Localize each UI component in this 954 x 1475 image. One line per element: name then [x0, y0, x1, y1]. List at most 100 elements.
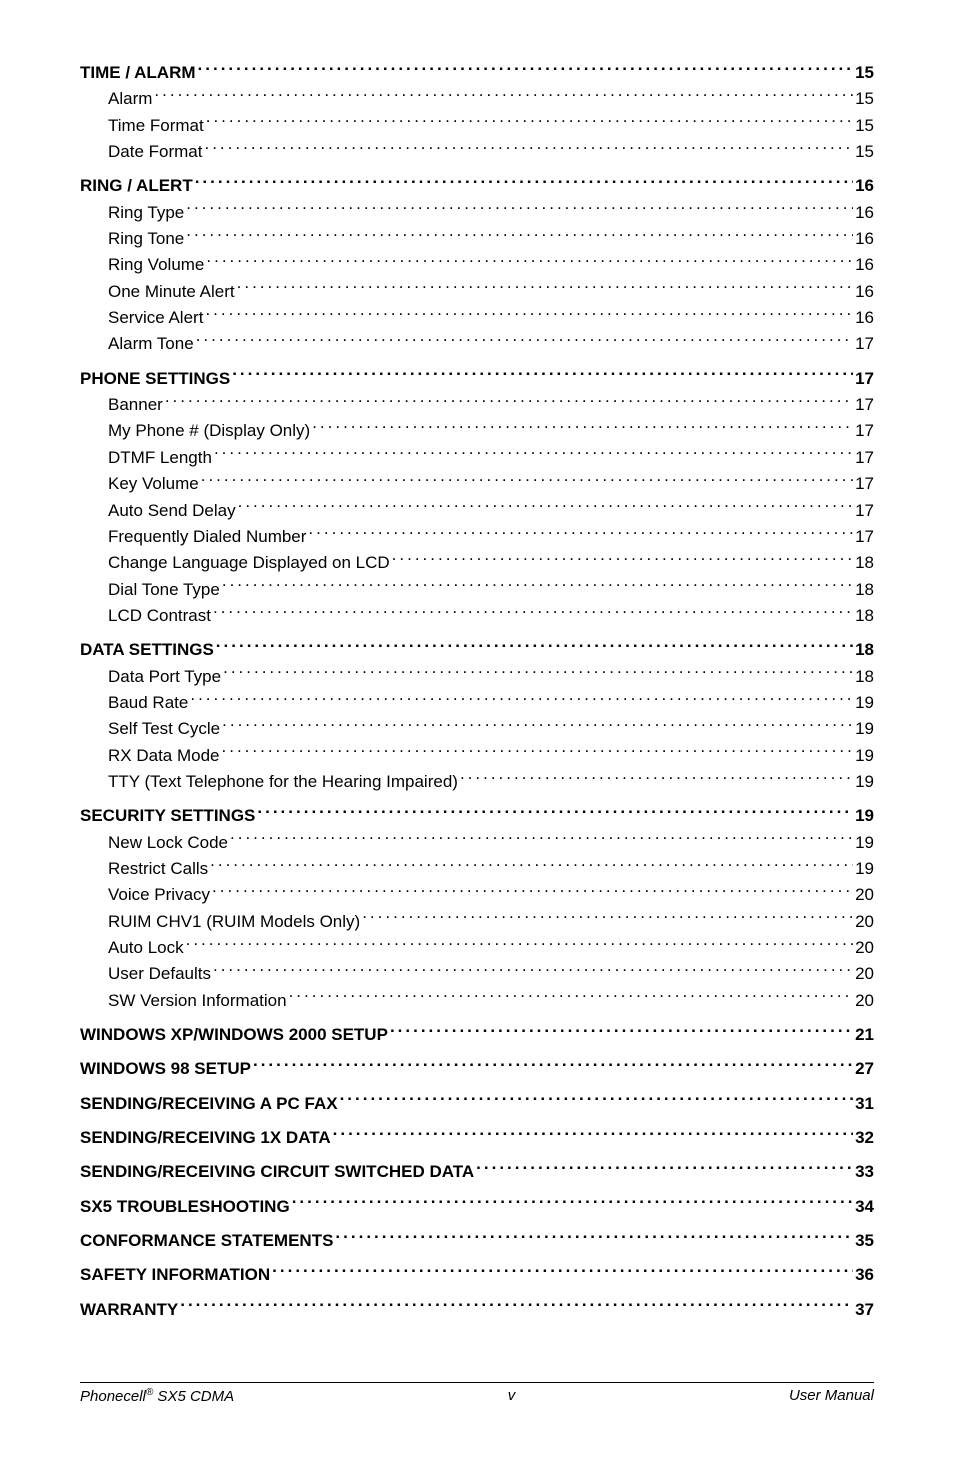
toc-leader-dots	[333, 1126, 853, 1143]
toc-item: Service Alert16	[108, 305, 874, 331]
toc-leader-dots	[186, 936, 853, 953]
toc-leader-dots	[272, 1263, 853, 1280]
toc-label: Alarm Tone	[108, 331, 194, 357]
footer-right: User Manual	[789, 1387, 874, 1405]
toc-page-number: 17	[855, 471, 874, 497]
toc-item: TTY (Text Telephone for the Hearing Impa…	[108, 769, 874, 795]
toc-label: SAFETY INFORMATION	[80, 1262, 270, 1288]
toc-leader-dots	[213, 962, 853, 979]
toc-leader-dots	[205, 306, 853, 323]
toc-item: Dial Tone Type 18	[108, 577, 874, 603]
toc-page-number: 19	[855, 803, 874, 829]
toc-leader-dots	[198, 61, 854, 78]
toc-leader-dots	[212, 883, 853, 900]
toc-section: SENDING/RECEIVING 1X DATA32	[80, 1125, 874, 1151]
toc-item: Change Language Displayed on LCD 18	[108, 550, 874, 576]
toc-leader-dots	[213, 604, 853, 621]
toc-page-number: 17	[855, 392, 874, 418]
toc-section: WINDOWS 98 SETUP 27	[80, 1056, 874, 1082]
toc-item: Ring Volume 16	[108, 252, 874, 278]
toc-label: RX Data Mode	[108, 743, 220, 769]
toc-label: WINDOWS XP/WINDOWS 2000 SETUP	[80, 1022, 388, 1048]
toc-page-number: 32	[855, 1125, 874, 1151]
toc-item: Self Test Cycle 19	[108, 716, 874, 742]
toc-page-number: 18	[855, 637, 874, 663]
toc-label: New Lock Code	[108, 830, 228, 856]
toc-leader-dots	[165, 393, 853, 410]
toc-page-number: 17	[855, 331, 874, 357]
toc-label: Key Volume	[108, 471, 199, 497]
toc-label: PHONE SETTINGS	[80, 366, 230, 392]
toc-item: DTMF Length17	[108, 445, 874, 471]
toc-page-number: 19	[855, 690, 874, 716]
toc-item: Voice Privacy 20	[108, 882, 874, 908]
toc-leader-dots	[292, 1195, 853, 1212]
toc-leader-dots	[230, 831, 853, 848]
toc-label: Time Format	[108, 113, 204, 139]
toc-label: SENDING/RECEIVING CIRCUIT SWITCHED DATA	[80, 1159, 474, 1185]
toc-section: SECURITY SETTINGS19	[80, 803, 874, 829]
toc-label: WARRANTY	[80, 1297, 178, 1323]
toc-item: SW Version Information 20	[108, 988, 874, 1014]
page: TIME / ALARM 15Alarm15Time Format15Date …	[0, 0, 954, 1475]
toc-leader-dots	[392, 551, 853, 568]
toc-leader-dots	[204, 140, 853, 157]
toc-leader-dots	[312, 419, 853, 436]
toc-item: Alarm 15	[108, 86, 874, 112]
toc-leader-dots	[308, 525, 853, 542]
toc-label: TTY (Text Telephone for the Hearing Impa…	[108, 769, 458, 795]
toc-label: My Phone # (Display Only)	[108, 418, 310, 444]
toc-page-number: 19	[855, 716, 874, 742]
toc-section: CONFORMANCE STATEMENTS35	[80, 1228, 874, 1254]
toc-label: Alarm	[108, 86, 152, 112]
table-of-contents: TIME / ALARM 15Alarm15Time Format15Date …	[80, 60, 874, 1323]
toc-label: Ring Tone	[108, 226, 184, 252]
toc-label: WINDOWS 98 SETUP	[80, 1056, 251, 1082]
toc-page-number: 21	[855, 1022, 874, 1048]
toc-page-number: 31	[855, 1091, 874, 1117]
toc-leader-dots	[216, 638, 853, 655]
toc-section: RING / ALERT 16	[80, 173, 874, 199]
toc-label: LCD Contrast	[108, 603, 211, 629]
toc-page-number: 15	[855, 139, 874, 165]
toc-label: Baud Rate	[108, 690, 188, 716]
toc-page-number: 20	[855, 882, 874, 908]
toc-label: Ring Type	[108, 200, 184, 226]
toc-leader-dots	[206, 114, 853, 131]
toc-label: SX5 TROUBLESHOOTING	[80, 1194, 290, 1220]
toc-label: Restrict Calls	[108, 856, 208, 882]
toc-label: Auto Send Delay	[108, 498, 236, 524]
toc-section: SAFETY INFORMATION 36	[80, 1262, 874, 1288]
toc-item: LCD Contrast 18	[108, 603, 874, 629]
toc-item: RX Data Mode 19	[108, 743, 874, 769]
toc-page-number: 16	[855, 200, 874, 226]
toc-label: SENDING/RECEIVING A PC FAX	[80, 1091, 338, 1117]
toc-label: Voice Privacy	[108, 882, 210, 908]
toc-label: One Minute Alert	[108, 279, 235, 305]
toc-item: Date Format15	[108, 139, 874, 165]
toc-section: DATA SETTINGS 18	[80, 637, 874, 663]
toc-section: TIME / ALARM 15	[80, 60, 874, 86]
toc-item: Key Volume 17	[108, 471, 874, 497]
toc-item: Banner 17	[108, 392, 874, 418]
toc-label: Dial Tone Type	[108, 577, 220, 603]
toc-leader-dots	[237, 280, 853, 297]
toc-page-number: 15	[855, 86, 874, 112]
toc-label: RING / ALERT	[80, 173, 193, 199]
toc-leader-dots	[210, 857, 853, 874]
toc-label: Frequently Dialed Number	[108, 524, 306, 550]
toc-leader-dots	[186, 201, 853, 218]
toc-leader-dots	[362, 910, 853, 927]
footer-left: Phonecell® SX5 CDMA	[80, 1387, 234, 1405]
toc-item: Auto Lock20	[108, 935, 874, 961]
toc-item: Auto Send Delay 17	[108, 498, 874, 524]
toc-page-number: 16	[855, 305, 874, 331]
toc-leader-dots	[460, 770, 853, 787]
toc-label: DTMF Length	[108, 445, 212, 471]
toc-leader-dots	[201, 472, 853, 489]
toc-label: TIME / ALARM	[80, 60, 196, 86]
toc-leader-dots	[195, 174, 853, 191]
toc-page-number: 17	[855, 498, 874, 524]
toc-page-number: 17	[855, 418, 874, 444]
toc-item: User Defaults 20	[108, 961, 874, 987]
